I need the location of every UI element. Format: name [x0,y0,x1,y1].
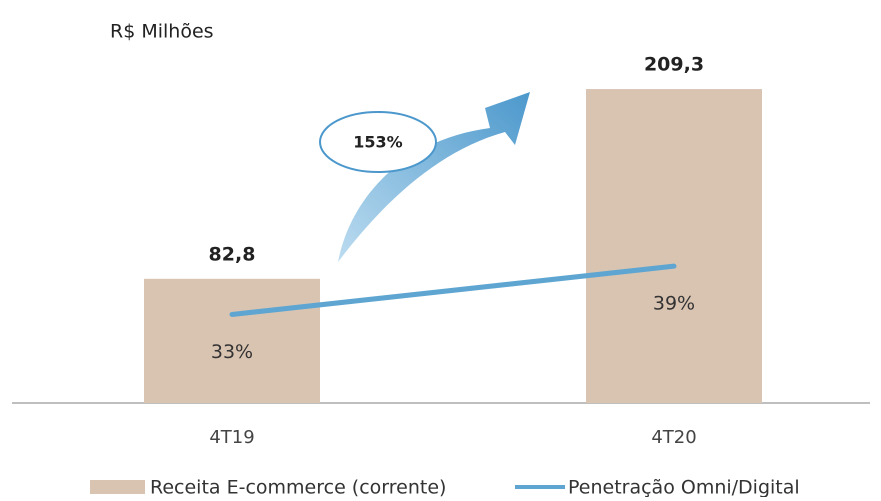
bar-value-label: 82,8 [209,243,256,265]
annotation: 153% [353,133,402,152]
legend-label: Penetração Omni/Digital [568,477,800,498]
legend-label: Receita E-commerce (corrente) [150,477,446,498]
x-tick-label: 4T19 [209,427,254,448]
bar [586,89,762,403]
chart: R$ Milhões 153% 4T19 4T20 82,8 209,3 33% 39% R… [0,0,881,497]
x-tick-label: 4T20 [651,427,696,448]
legend-swatch [90,480,145,494]
line-value-label: 33% [211,341,253,363]
chart-subtitle: R$ Milhões [110,21,214,43]
bar-value-label: 209,3 [644,54,704,76]
line-value-label: 39% [653,293,695,315]
